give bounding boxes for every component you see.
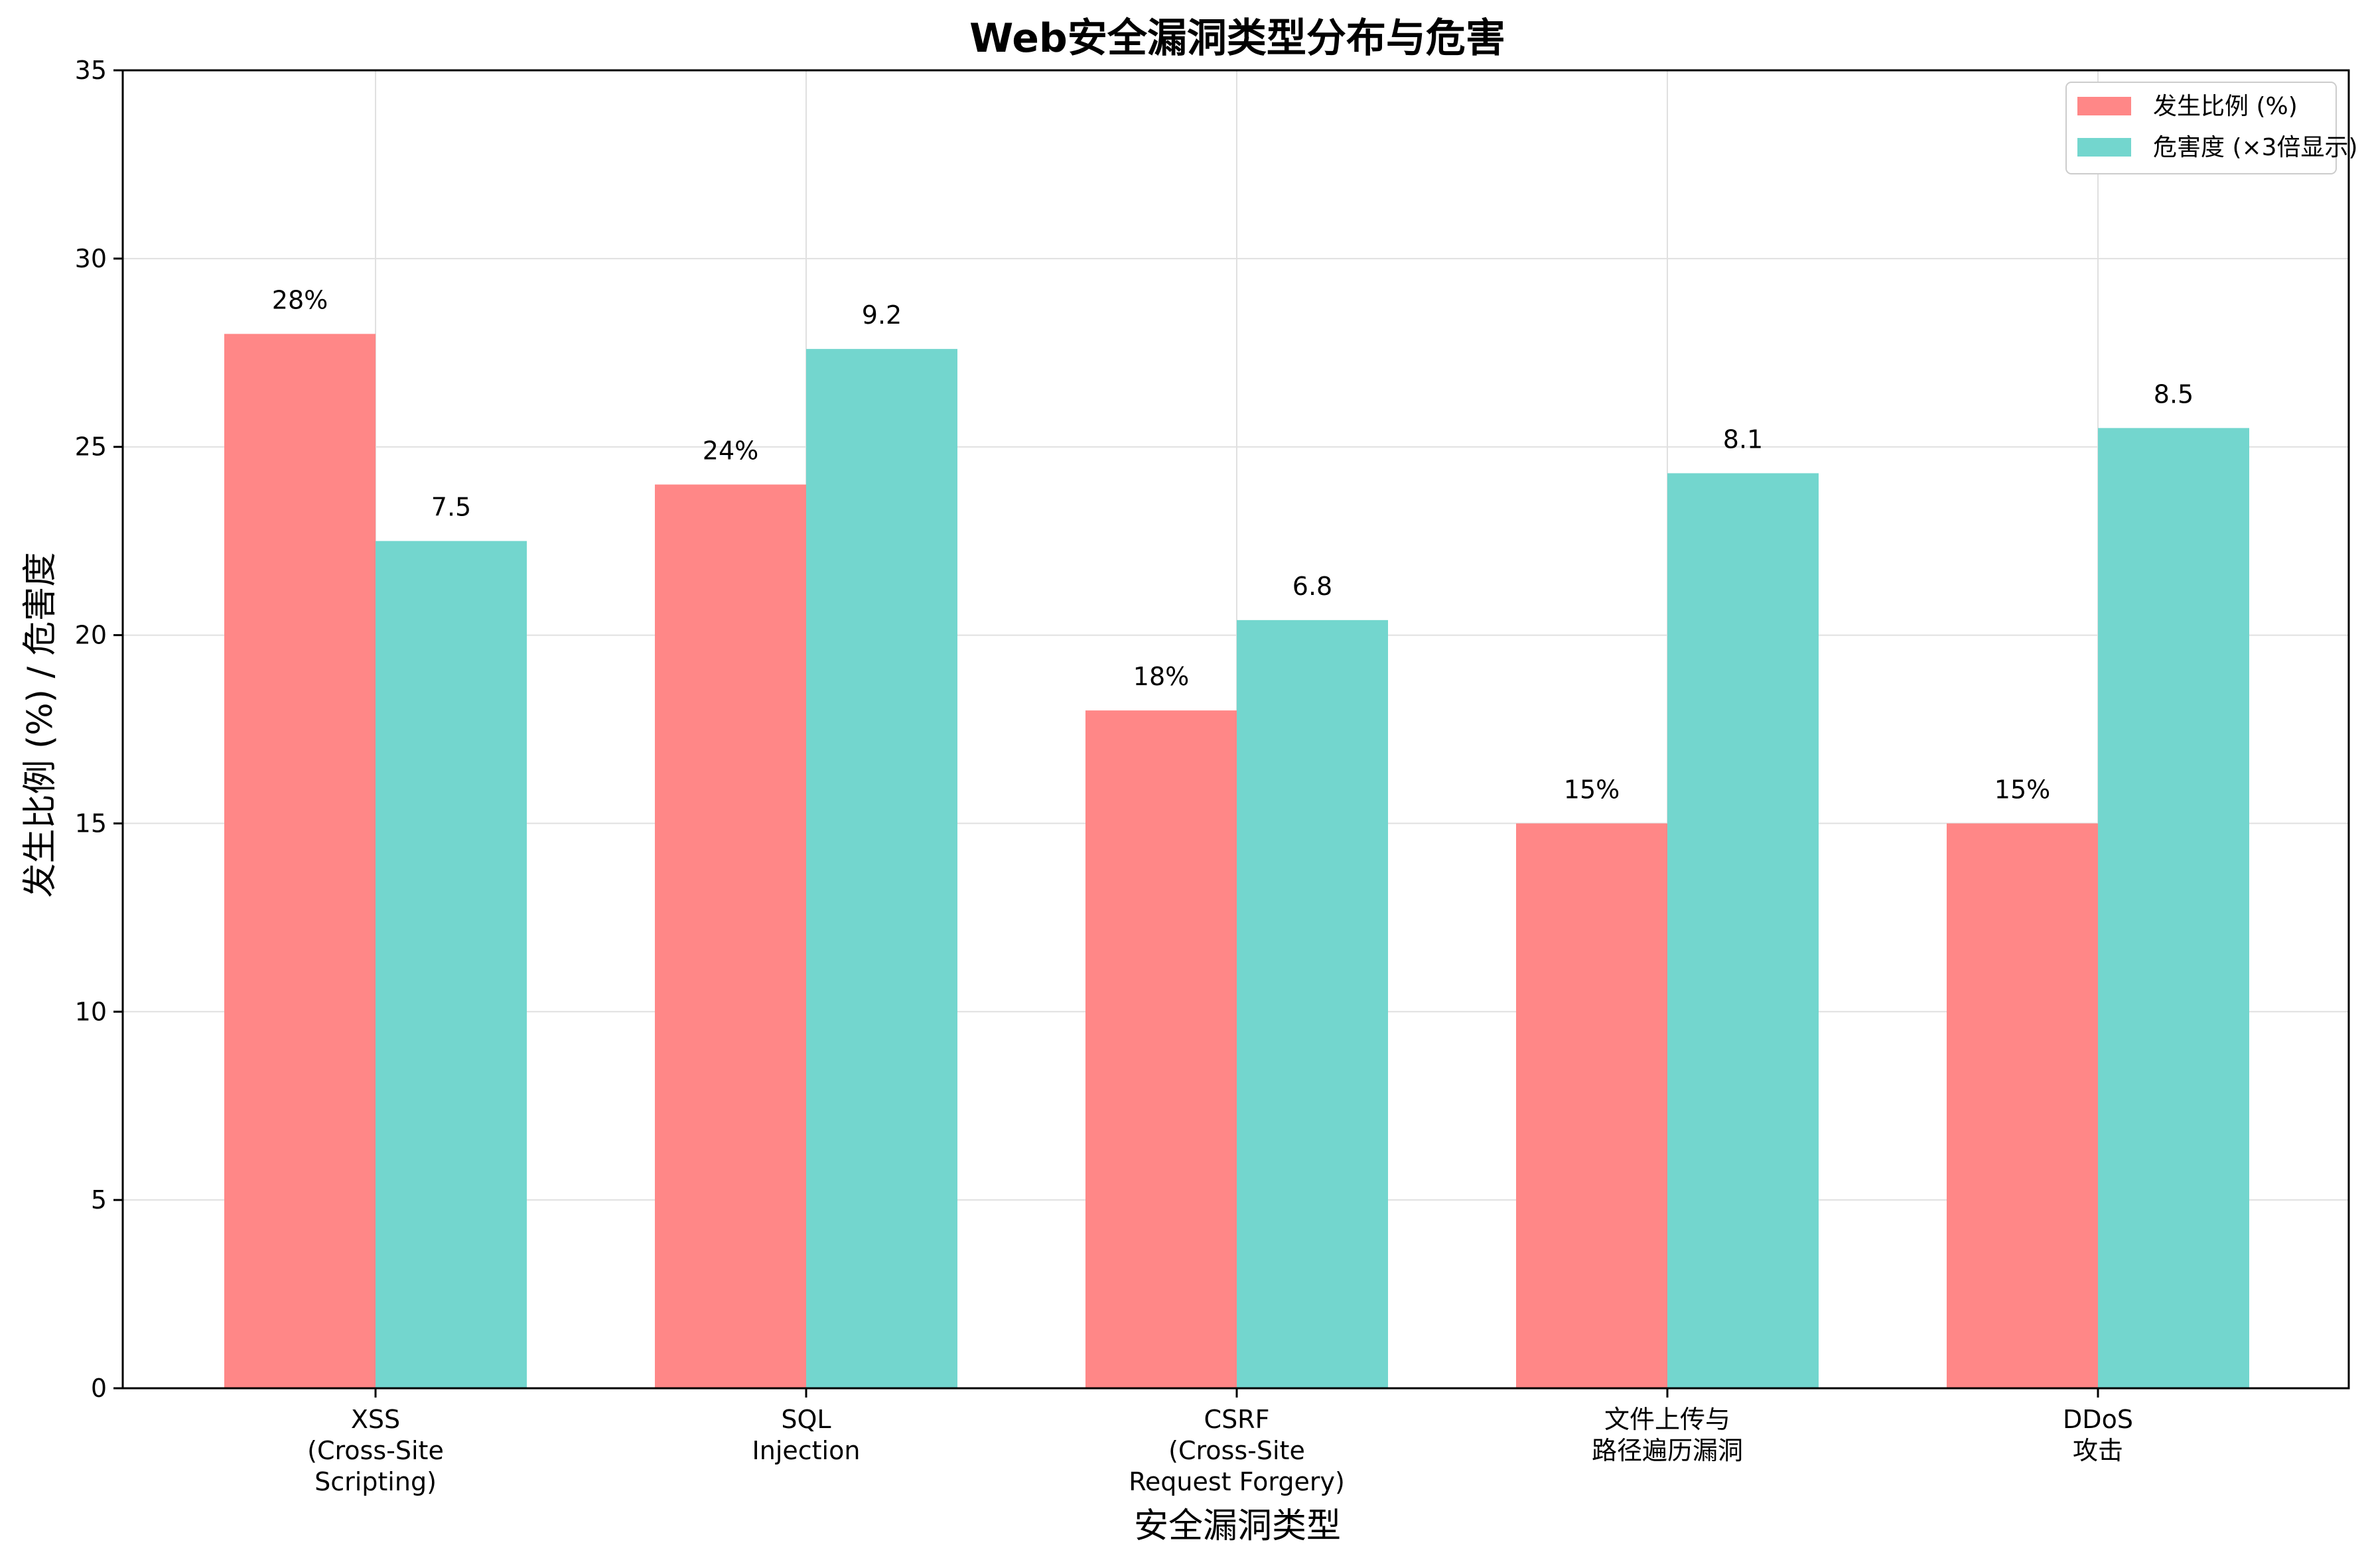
data-labels: 28% 24% 18% 15% 15% 7.5 9.2 6.8 8.1 8.5	[272, 285, 2194, 804]
y-tick-label: 20	[75, 621, 107, 650]
data-label: 8.5	[2154, 379, 2194, 409]
x-tick-label: 文件上传与路径遍历漏洞	[1592, 1405, 1743, 1465]
legend-swatch	[2077, 138, 2131, 157]
data-label: 8.1	[1723, 425, 1763, 454]
x-tick-label: SQL Injection	[752, 1405, 861, 1465]
y-tick-label: 5	[91, 1185, 107, 1214]
y-tick-label: 35	[75, 56, 107, 85]
y-axis-title: 发生比例 (%) / 危害度	[21, 552, 60, 897]
bar-series-1	[1085, 710, 1237, 1388]
legend-label: 发生比例 (%)	[2153, 93, 2298, 120]
chart-title: Web安全漏洞类型分布与危害	[969, 15, 1505, 62]
bar-series-2	[1667, 473, 1819, 1388]
bars	[224, 334, 2249, 1389]
legend-label: 危害度 (×3倍显示)	[2153, 134, 2358, 161]
y-tick-label: 25	[75, 432, 107, 462]
bar-series-1	[1947, 823, 2098, 1388]
data-label: 6.8	[1292, 572, 1332, 601]
x-tick-label: CSRF (Cross-Site Request Forgery)	[1129, 1405, 1345, 1496]
x-tick-label: XSS (Cross-Site Scripting)	[307, 1405, 444, 1496]
bar-series-2	[376, 541, 527, 1389]
bar-series-2	[1237, 620, 1388, 1389]
data-label: 28%	[272, 285, 328, 314]
data-label: 15%	[1564, 775, 1620, 804]
bar-series-2	[2098, 428, 2249, 1388]
data-label: 9.2	[862, 300, 902, 330]
legend-box	[2065, 82, 2337, 174]
bar-series-1	[1516, 823, 1667, 1388]
data-label: 24%	[703, 436, 758, 465]
legend-swatch	[2077, 97, 2131, 115]
data-label: 7.5	[431, 493, 471, 522]
y-tick-label: 15	[75, 809, 107, 838]
bar-series-1	[224, 334, 376, 1388]
bar-series-2	[806, 349, 957, 1388]
data-label: 18%	[1133, 662, 1189, 691]
x-axis-title: 安全漏洞类型	[1134, 1506, 1341, 1546]
data-label: 15%	[1994, 775, 2050, 804]
x-tick-label: DDoS 攻击	[2063, 1405, 2133, 1465]
y-tick-label: 30	[75, 244, 107, 273]
bar-series-1	[655, 484, 806, 1388]
legend: 发生比例 (%) 危害度 (×3倍显示)	[2065, 82, 2358, 174]
y-tick-label: 0	[91, 1374, 107, 1403]
x-axis: XSS (Cross-Site Scripting) SQL Injection CSRF…	[307, 1388, 2133, 1496]
y-tick-label: 10	[75, 997, 107, 1026]
y-axis: 0 5 10 15 20 25 30 35	[75, 56, 123, 1403]
